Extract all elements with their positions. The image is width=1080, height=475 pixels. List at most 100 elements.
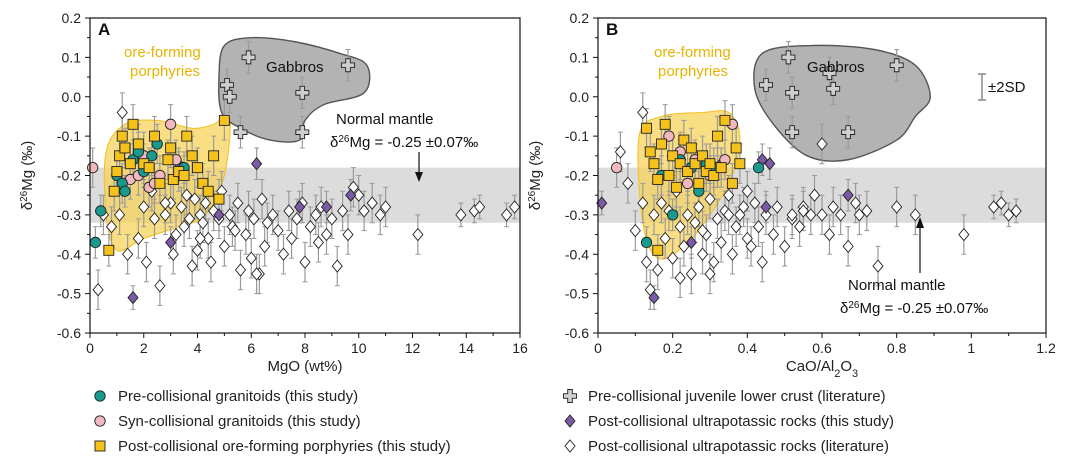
point-ultra-lit bbox=[272, 223, 284, 238]
point-ultra-lit bbox=[312, 235, 325, 250]
point-syn bbox=[681, 177, 694, 190]
point-ultra-lit bbox=[891, 200, 903, 214]
point-post bbox=[165, 142, 177, 154]
points-a bbox=[87, 50, 521, 305]
point-ultra-lit bbox=[827, 200, 839, 214]
point-ultra-lit bbox=[299, 255, 311, 269]
point-ultra-lit bbox=[797, 204, 809, 218]
point-ultra-lit bbox=[509, 200, 521, 214]
point-post bbox=[149, 130, 160, 142]
y-tick-label-a: 0.0 bbox=[62, 89, 82, 105]
legend-marker-pre bbox=[94, 390, 106, 402]
point-syn bbox=[611, 161, 623, 174]
point-ultra-lit bbox=[353, 188, 365, 202]
y-axis-label-b: δ26Mg (‰) bbox=[527, 141, 545, 210]
point-juvenile bbox=[295, 125, 310, 140]
point-ultra-study bbox=[213, 208, 225, 222]
x-tick-label-a: 12 bbox=[405, 340, 421, 356]
point-post bbox=[670, 181, 682, 193]
point-ultra-study bbox=[251, 156, 263, 171]
point-ultra-lit bbox=[310, 208, 322, 222]
point-post bbox=[162, 154, 174, 166]
point-post bbox=[192, 162, 203, 174]
gabbro-field-a bbox=[218, 36, 371, 143]
x-tick-label-a: 6 bbox=[247, 340, 255, 356]
y-tick-label-b: -0.4 bbox=[565, 246, 589, 262]
point-juvenile bbox=[822, 66, 837, 81]
point-ultra-lit bbox=[760, 208, 772, 222]
point-ultra-lit bbox=[175, 200, 187, 214]
point-post bbox=[663, 170, 675, 181]
x-tick-label-a: 2 bbox=[140, 340, 148, 356]
axes-b: 0 0.2 0.4 0.6 0.8 1 1.2 -0.6 -0.5 -0.4 -0.3 -0.2 -0.… bbox=[527, 10, 1056, 380]
point-syn bbox=[87, 161, 99, 174]
point-ultra-lit bbox=[704, 192, 716, 206]
point-post bbox=[108, 185, 120, 197]
point-ultra-lit bbox=[708, 255, 720, 269]
y-tick-label-b: -0.2 bbox=[565, 168, 589, 184]
point-juvenile bbox=[295, 85, 310, 100]
point-ultra-lit bbox=[291, 212, 303, 226]
legend-label-post: Post-collisional ore-forming porphyries … bbox=[118, 438, 451, 455]
mantle-arrow-a bbox=[415, 152, 423, 182]
y-tick-label-a: -0.1 bbox=[57, 128, 81, 144]
legend-label-ultra-study: Post-collisional ultrapotassic rocks (th… bbox=[588, 413, 894, 430]
point-ultra-study bbox=[760, 200, 772, 214]
ore-label-2-b: porphyries bbox=[658, 63, 728, 80]
point-ultra-lit bbox=[715, 235, 727, 250]
point-post bbox=[202, 185, 214, 197]
point-ultra-lit bbox=[277, 247, 290, 261]
y-axis-label-a: δ26Mg (‰) bbox=[19, 141, 37, 210]
x-tick-label-a: 8 bbox=[301, 340, 309, 356]
point-post bbox=[667, 150, 679, 162]
point-ultra-lit bbox=[995, 196, 1007, 210]
ore-label-1-b: ore-forming bbox=[654, 44, 731, 61]
point-ultra-lit bbox=[374, 208, 386, 222]
legend-marker-ultra-lit bbox=[564, 439, 576, 453]
point-ultra-lit bbox=[251, 267, 263, 281]
point-ultra-lit bbox=[771, 200, 783, 214]
y-tick-label-b: 0.2 bbox=[570, 10, 590, 26]
point-post bbox=[678, 134, 690, 146]
point-ultra-lit bbox=[730, 219, 742, 234]
point-post bbox=[111, 166, 123, 178]
point-post bbox=[704, 158, 716, 170]
point-ultra-lit bbox=[685, 267, 697, 281]
point-ultra-lit bbox=[741, 184, 753, 198]
sd-label: ±2SD bbox=[988, 79, 1026, 96]
x-axis-label-a: MgO (wt%) bbox=[268, 358, 343, 375]
ore-label-2-a: porphyries bbox=[130, 63, 200, 80]
point-ultra-study bbox=[165, 235, 177, 250]
point-ultra-lit bbox=[823, 227, 836, 242]
point-ultra-lit bbox=[1010, 204, 1022, 218]
point-ultra-lit bbox=[181, 188, 193, 202]
point-ultra-lit bbox=[909, 208, 921, 222]
point-ultra-lit bbox=[285, 231, 298, 246]
point-ultra-lit bbox=[113, 208, 126, 222]
point-pre bbox=[119, 185, 131, 197]
legend-marker-post bbox=[94, 440, 106, 452]
point-ultra-lit bbox=[320, 227, 333, 242]
point-post bbox=[656, 138, 667, 150]
point-ultra-lit bbox=[138, 200, 150, 214]
mantle-label-2-a: δ26Mg = -0.25 ±0.07‰ bbox=[330, 134, 478, 152]
point-ultra-lit bbox=[116, 105, 128, 120]
point-ultra-lit bbox=[170, 227, 182, 242]
point-ultra-lit bbox=[767, 227, 780, 242]
point-ultra-lit bbox=[218, 239, 230, 254]
point-post bbox=[143, 162, 155, 174]
mantle-label-1-b: Normal mantle bbox=[848, 277, 946, 294]
point-ultra-lit bbox=[779, 239, 791, 254]
point-ultra-lit bbox=[693, 200, 705, 214]
point-ultra-lit bbox=[267, 208, 279, 222]
point-post bbox=[103, 244, 115, 256]
point-ultra-lit bbox=[805, 208, 817, 222]
x-tick-label-a: 4 bbox=[194, 340, 202, 356]
point-post bbox=[682, 166, 694, 178]
point-ultra-lit bbox=[240, 227, 252, 242]
point-pre bbox=[95, 205, 107, 217]
point-ultra-lit bbox=[659, 231, 671, 246]
point-ultra-study bbox=[764, 156, 776, 171]
y-tick-label-a: 0.1 bbox=[62, 49, 82, 65]
